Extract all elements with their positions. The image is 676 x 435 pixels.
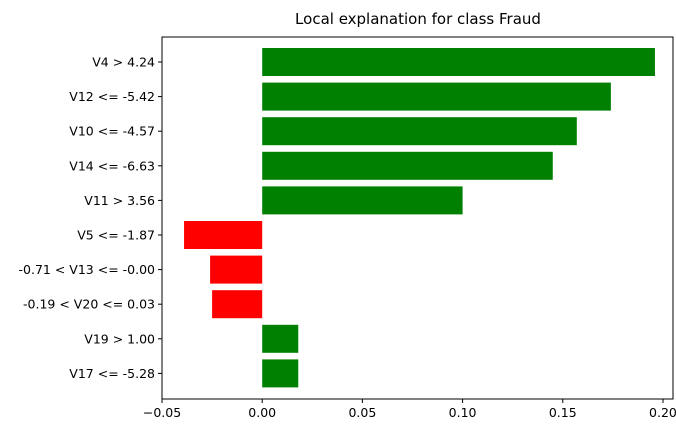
bar-8 <box>262 324 299 353</box>
bar-9 <box>262 359 299 388</box>
y-tick-label-7: -0.19 < V20 <= 0.03 <box>23 297 155 312</box>
bar-5 <box>184 221 263 249</box>
bar-6 <box>210 255 263 284</box>
y-tick-label-9: V17 <= -5.28 <box>69 366 155 381</box>
chart-title: Local explanation for class Fraud <box>295 10 541 28</box>
bar-7 <box>212 290 263 319</box>
x-tick-label-3: 0.10 <box>449 405 477 420</box>
y-tick-label-8: V19 > 1.00 <box>84 331 155 346</box>
bar-4 <box>262 186 463 215</box>
x-tick-label-0: −0.05 <box>143 405 181 420</box>
bar-3 <box>262 151 553 180</box>
y-tick-label-5: V5 <= -1.87 <box>77 228 155 243</box>
y-tick-label-4: V11 > 3.56 <box>84 193 155 208</box>
x-tick-label-2: 0.05 <box>348 405 376 420</box>
y-tick-label-6: -0.71 < V13 <= -0.00 <box>19 262 156 277</box>
x-tick-label-5: 0.20 <box>649 405 676 420</box>
y-tick-label-3: V14 <= -6.63 <box>69 158 155 173</box>
x-tick-label-1: 0.00 <box>248 405 276 420</box>
plot-frame <box>161 36 674 400</box>
y-tick-label-0: V4 > 4.24 <box>92 55 155 70</box>
bar-2 <box>262 117 577 146</box>
x-tick-label-4: 0.15 <box>549 405 577 420</box>
y-tick-label-2: V10 <= -4.57 <box>69 124 155 139</box>
y-tick-label-1: V12 <= -5.42 <box>69 89 155 104</box>
bar-0 <box>262 48 655 76</box>
bar-1 <box>262 82 611 111</box>
